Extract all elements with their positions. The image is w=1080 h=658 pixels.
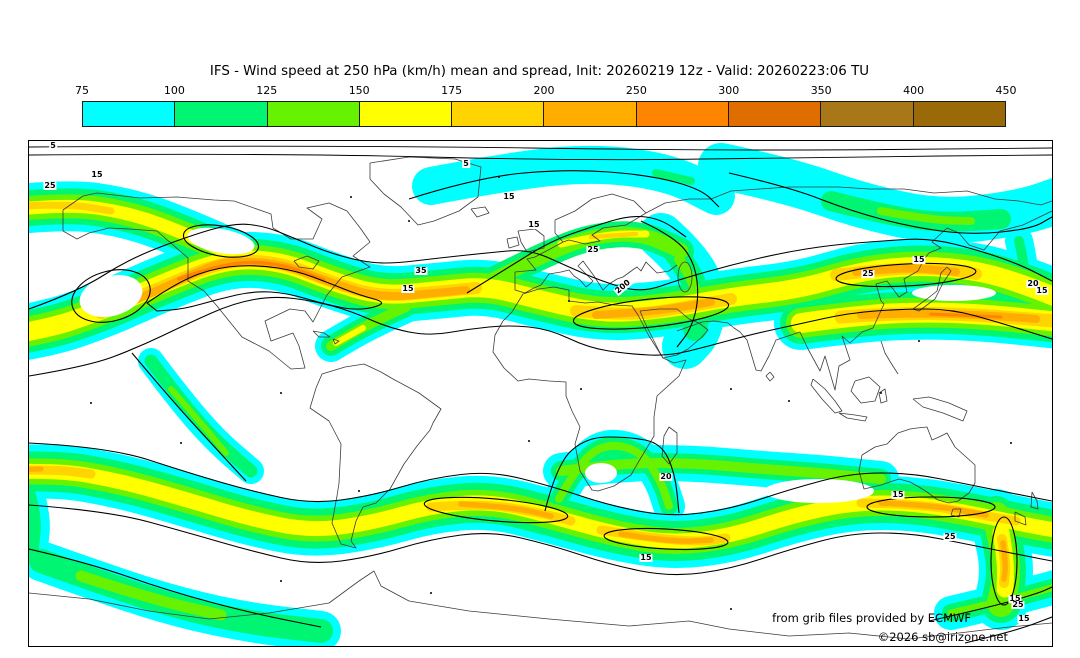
colorbar-segment (820, 102, 913, 126)
credit-copyright: ©2026 sb@irizone.net (877, 630, 1008, 644)
colorbar-segment (728, 102, 821, 126)
colorbar-segment (83, 102, 175, 126)
coastlines (29, 156, 1052, 640)
wind-speed-bands (29, 143, 1052, 646)
colorbar-segment (451, 102, 544, 126)
contour-label: 15 (891, 490, 905, 499)
colorbar-segment (635, 102, 729, 126)
colorbar-tick: 300 (718, 84, 740, 97)
contour-label: 25 (1011, 600, 1025, 609)
contour-label: 15 (639, 553, 653, 562)
colorbar-tick: 250 (625, 84, 647, 97)
contour-label: 25 (43, 181, 57, 190)
colorbar-segment (543, 102, 636, 126)
spread-contours (29, 145, 1052, 644)
page-title: IFS - Wind speed at 250 hPa (km/h) mean … (209, 64, 870, 79)
colorbar-tick: 350 (810, 84, 832, 97)
colorbar-tick: 175 (441, 84, 463, 97)
contour-label: 15 (401, 284, 415, 293)
colorbar (82, 101, 1006, 127)
contour-label: 15 (912, 255, 926, 264)
contour-label: 15 (502, 192, 516, 201)
colorbar-tick: 100 (163, 84, 185, 97)
colorbar-tick: 200 (533, 84, 555, 97)
contour-label: 5 (462, 159, 470, 168)
contour-label: 15 (1008, 594, 1022, 603)
colorbar-segment (174, 102, 267, 126)
contour-label: 35 (414, 266, 428, 275)
colorbar-segment (266, 102, 359, 126)
wind-band-gaps (79, 227, 996, 503)
contour-label: 15 (1017, 614, 1031, 623)
contour-label: 25 (861, 269, 875, 278)
contour-label: 15 (1035, 286, 1049, 295)
contour-label: 20 (1026, 279, 1040, 288)
contour-label: 25 (943, 532, 957, 541)
colorbar-tick: 150 (348, 84, 370, 97)
contour-label: 15 (90, 170, 104, 179)
colorbar-tick: 75 (75, 84, 89, 97)
colorbar-tick-labels: 75 100 125 150 175 200 250 300 350 400 450 (75, 84, 1017, 98)
credit-ecmwf: from grib files provided by ECMWF (772, 611, 971, 625)
contour-label: 15 (527, 220, 541, 229)
colorbar-tick: 125 (256, 84, 278, 97)
colorbar-tick: 400 (903, 84, 925, 97)
contour-label: 25 (586, 245, 600, 254)
colorbar-tick: 450 (995, 84, 1017, 97)
contour-label: 20 (659, 472, 673, 481)
world-map-svg (29, 143, 1052, 646)
contour-label: 5 (49, 141, 57, 150)
colorbar-segment (358, 102, 452, 126)
map-canvas: 5 15 25 5 15 15 25 35 15 200 25 15 20 15 20 15 15 25 15 25 1… (28, 140, 1053, 647)
contour-minima-dots (90, 176, 1012, 610)
colorbar-segment (912, 102, 1005, 126)
